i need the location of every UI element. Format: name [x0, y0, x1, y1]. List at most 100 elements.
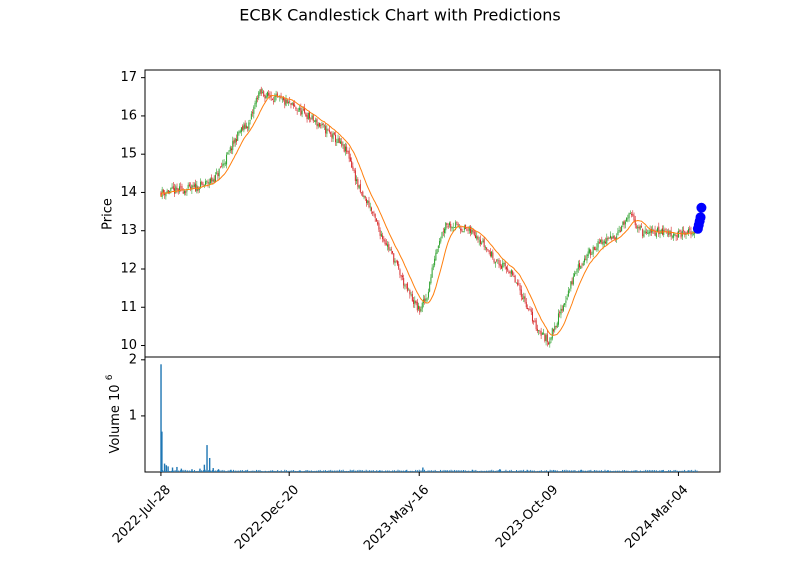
candle-body	[354, 170, 356, 181]
candle-body	[643, 234, 645, 237]
candle-body	[363, 195, 365, 198]
volume-bar	[369, 470, 371, 472]
candle-body	[413, 300, 415, 305]
volume-bar	[521, 470, 523, 472]
volume-bar	[215, 470, 217, 472]
candle-body	[166, 190, 168, 193]
candle-body	[302, 109, 304, 111]
candle-body	[260, 88, 262, 94]
volume-bar	[673, 469, 675, 472]
candle-body	[202, 183, 204, 186]
candle-body	[190, 186, 192, 189]
candle-body	[253, 106, 255, 114]
candle-body	[572, 276, 574, 285]
candle-body	[346, 146, 348, 153]
candle-body	[586, 254, 588, 261]
volume-bar	[266, 471, 268, 472]
volume-bar	[401, 470, 403, 472]
candle-body	[466, 229, 468, 231]
candle-body	[393, 253, 395, 263]
candle-body	[195, 183, 197, 191]
volume-bar	[429, 470, 431, 472]
candle-body	[468, 226, 470, 231]
volume-bar	[540, 470, 542, 472]
volume-bar	[174, 470, 176, 472]
candle-body	[418, 305, 420, 310]
volume-bar	[296, 470, 298, 472]
candle-body	[514, 275, 516, 283]
volume-bar	[248, 471, 250, 472]
volume-bar	[188, 470, 190, 472]
volume-bar	[217, 470, 219, 472]
candle-body	[614, 238, 616, 239]
volume-bar	[392, 470, 394, 472]
candle-body	[484, 247, 486, 248]
volume-bar	[381, 470, 383, 472]
candle-body	[427, 291, 429, 298]
candle-body	[164, 192, 166, 196]
candle-body	[279, 96, 281, 98]
candle-body	[444, 228, 446, 234]
volume-bar	[395, 470, 397, 472]
volume-bar	[310, 470, 312, 472]
volume-bar	[273, 470, 275, 472]
volume-bar	[300, 470, 302, 472]
candle-body	[663, 229, 665, 235]
volume-bar	[648, 469, 650, 472]
candle-body	[670, 231, 672, 237]
candle-body	[576, 269, 578, 273]
candle-body	[644, 230, 646, 234]
candle-body	[530, 309, 532, 312]
volume-bar	[314, 470, 316, 472]
volume-bar	[378, 470, 381, 472]
candle-body	[392, 251, 394, 254]
volume-bar	[252, 470, 254, 472]
volume-bar	[441, 470, 443, 472]
volume-bar	[367, 470, 369, 472]
volume-bar	[496, 470, 498, 472]
candle-body	[493, 259, 495, 263]
candle-body	[226, 154, 228, 165]
candle-body	[328, 130, 330, 132]
volume-bar	[537, 470, 539, 472]
candle-body	[239, 130, 241, 133]
volume-bar	[448, 470, 450, 472]
candle-body	[508, 271, 510, 273]
price-plot-area	[144, 69, 721, 358]
volume-bar	[378, 470, 380, 472]
volume-bar	[160, 470, 162, 472]
volume-bar	[466, 470, 468, 472]
candle-body	[455, 222, 457, 228]
candle-body	[312, 115, 314, 122]
candle-body	[632, 214, 634, 216]
candle-body	[611, 237, 613, 240]
candle-body	[274, 96, 276, 103]
candle-body	[415, 300, 417, 304]
candle-body	[410, 294, 412, 296]
volume-y-axis-label: Volume 10 6	[105, 374, 123, 453]
volume-bar	[309, 470, 311, 472]
volume-bar	[493, 470, 495, 472]
candle-body	[193, 184, 195, 187]
volume-bar	[402, 470, 404, 472]
candle-body	[234, 138, 236, 143]
candle-body	[447, 225, 449, 227]
volume-bar	[291, 470, 293, 472]
candle-body	[553, 329, 555, 332]
volume-bar	[565, 469, 567, 472]
volume-bar	[282, 471, 284, 472]
candle-body	[657, 227, 659, 232]
candle-body	[252, 112, 254, 114]
candle-body	[171, 187, 173, 189]
volume-bar	[691, 469, 693, 472]
volume-bar	[620, 471, 622, 472]
volume-bar	[501, 471, 503, 472]
candle-body	[235, 139, 237, 142]
volume-bar	[432, 470, 434, 472]
candle-body	[341, 141, 343, 146]
volume-bar	[263, 471, 265, 472]
volume-bar	[517, 470, 519, 472]
volume-bar	[411, 470, 413, 472]
candle-body	[185, 191, 187, 193]
candle-body	[487, 249, 489, 251]
